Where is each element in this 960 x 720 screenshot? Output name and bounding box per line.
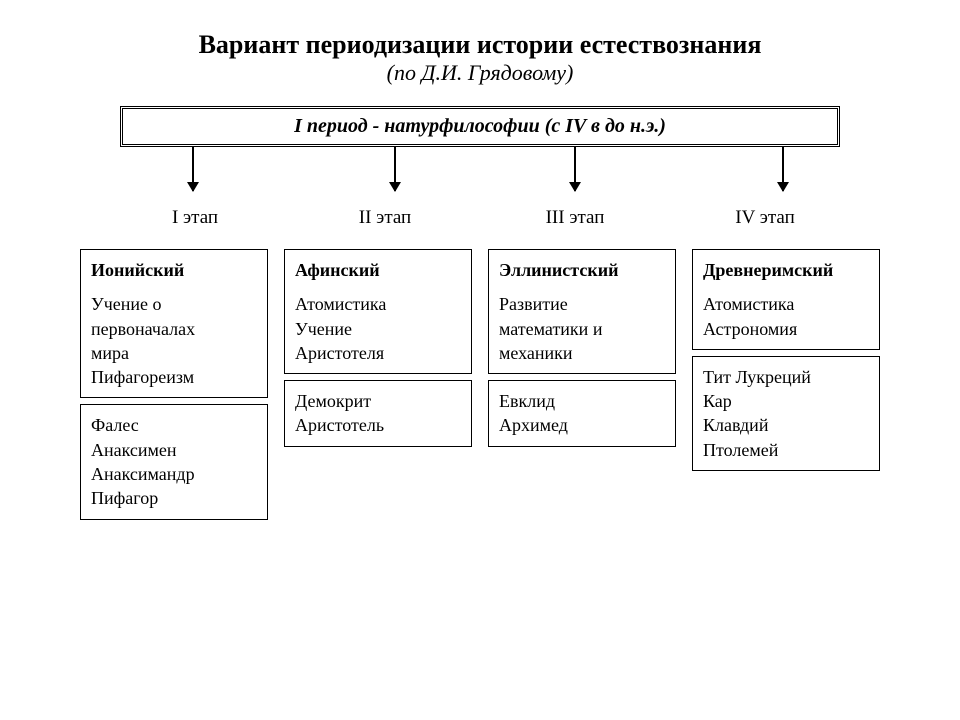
column-3-body: Развитие математики и механики [499, 292, 665, 365]
column-1-body: Учение о первоначалах мира Пифагореизм [91, 292, 257, 389]
column-1-head: Ионийский [91, 258, 257, 282]
column-4-names-cell: Тит Лукреций Кар Клавдий Птолемей [692, 356, 880, 471]
column-2-body: Атомистика Учение Аристотеля [295, 292, 461, 365]
stage-label-4: IV этап [670, 207, 860, 229]
stage-labels-row: I этап II этап III этап IV этап [100, 207, 860, 229]
stage-label-1: I этап [100, 207, 290, 229]
column-3: Эллинистский Развитие математики и механ… [488, 249, 676, 526]
column-1-top-cell: Ионийский Учение о первоначалах мира Пиф… [80, 249, 268, 398]
column-4: Древнеримский Атомистика Астрономия Тит … [692, 249, 880, 526]
column-2: Афинский Атомистика Учение Аристотеля Де… [284, 249, 472, 526]
title-block: Вариант периодизации истории естествозна… [60, 30, 900, 86]
arrow-3 [574, 147, 576, 191]
column-4-body: Атомистика Астрономия [703, 292, 869, 341]
main-title: Вариант периодизации истории естествозна… [60, 30, 900, 60]
column-3-head: Эллинистский [499, 258, 665, 282]
column-4-head: Древнеримский [703, 258, 869, 282]
column-1-names-cell: Фалес Анаксимен Анаксимандр Пифагор [80, 404, 268, 519]
column-2-names-cell: Демокрит Аристотель [284, 380, 472, 447]
stage-label-3: III этап [480, 207, 670, 229]
column-2-top-cell: Афинский Атомистика Учение Аристотеля [284, 249, 472, 374]
column-1: Ионийский Учение о первоначалах мира Пиф… [80, 249, 268, 526]
arrows-row [120, 147, 840, 207]
period-box: I период - натурфилософии (с IV в до н.э… [120, 106, 840, 147]
column-3-top-cell: Эллинистский Развитие математики и механ… [488, 249, 676, 374]
column-2-head: Афинский [295, 258, 461, 282]
arrow-2 [394, 147, 396, 191]
arrow-4 [782, 147, 784, 191]
column-3-names-cell: Евклид Архимед [488, 380, 676, 447]
subtitle: (по Д.И. Грядовому) [60, 60, 900, 86]
arrow-1 [192, 147, 194, 191]
column-4-top-cell: Древнеримский Атомистика Астрономия [692, 249, 880, 350]
stage-label-2: II этап [290, 207, 480, 229]
columns-row: Ионийский Учение о первоначалах мира Пиф… [80, 249, 880, 526]
